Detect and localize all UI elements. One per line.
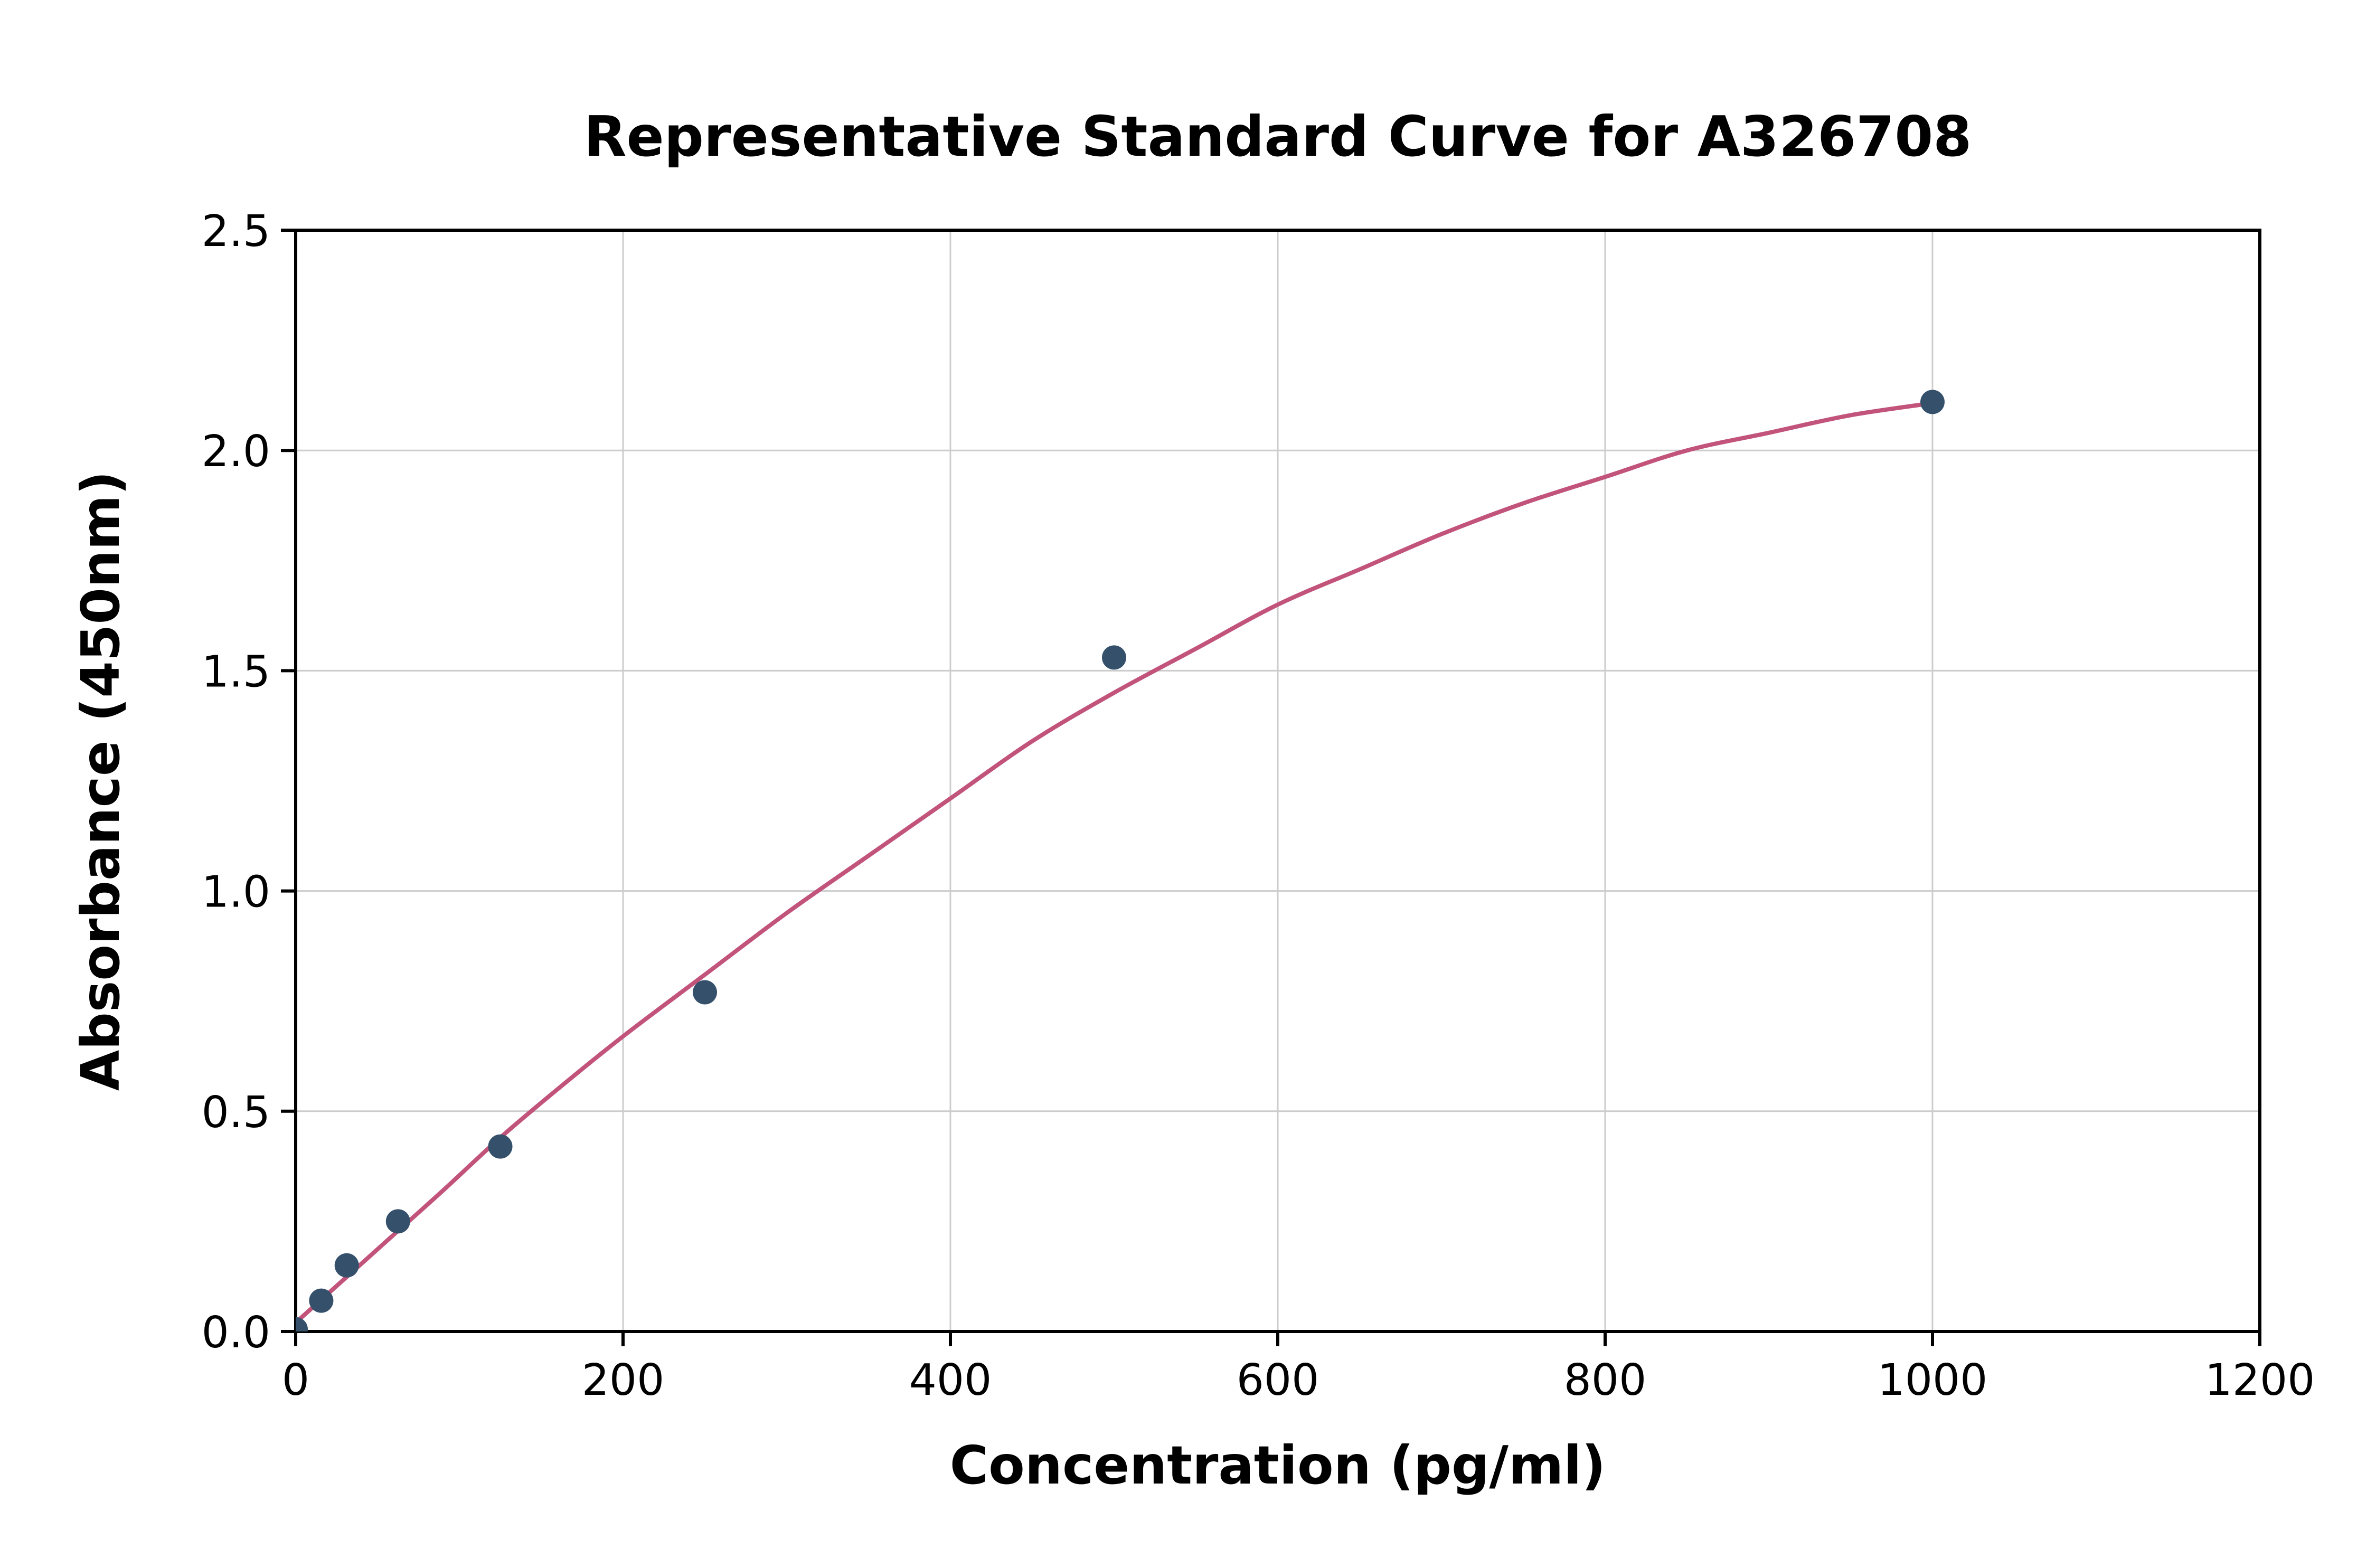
y-tick-label: 2.5	[202, 206, 270, 257]
x-tick-label: 600	[1237, 1355, 1319, 1405]
y-tick-label: 0.0	[202, 1308, 270, 1358]
data-point	[296, 1317, 308, 1331]
x-axis-label: Concentration (pg/ml)	[950, 1434, 1606, 1496]
y-tick-label: 2.0	[202, 427, 270, 477]
fit-curve-line	[296, 400, 1943, 1325]
data-point	[1920, 390, 1945, 414]
plot-data	[296, 390, 1945, 1331]
x-tick-label: 200	[582, 1355, 665, 1405]
data-point	[334, 1253, 359, 1278]
axes-ticks: 0 200 400 600 800 1000 1200 0.0 0.5 1.0 1.5 2.0 2.5	[202, 206, 2315, 1405]
data-point	[488, 1134, 513, 1159]
y-tick-label: 1.5	[202, 647, 270, 697]
x-tick-label: 1200	[2205, 1355, 2315, 1405]
data-point	[1102, 645, 1126, 670]
grid-lines	[295, 229, 2261, 1333]
y-tick-label: 1.0	[202, 867, 270, 918]
x-tick-label: 1000	[1878, 1355, 1988, 1405]
y-tick-label: 0.5	[202, 1088, 270, 1138]
x-tick-label: 0	[282, 1355, 309, 1405]
plot-layers: 0 200 400 600 800 1000 1200 0.0 0.5 1.0 1.5 2.0 2.5	[202, 206, 2315, 1405]
x-tick-label: 400	[909, 1355, 992, 1405]
data-point	[385, 1209, 410, 1234]
plot-border	[294, 229, 2261, 1333]
y-axis-label: Absorbance (450nm)	[70, 471, 131, 1091]
x-tick-label: 800	[1564, 1355, 1647, 1405]
data-point	[309, 1288, 334, 1313]
data-point	[693, 980, 717, 1005]
chart-title: Representative Standard Curve for A32670…	[584, 105, 1972, 169]
